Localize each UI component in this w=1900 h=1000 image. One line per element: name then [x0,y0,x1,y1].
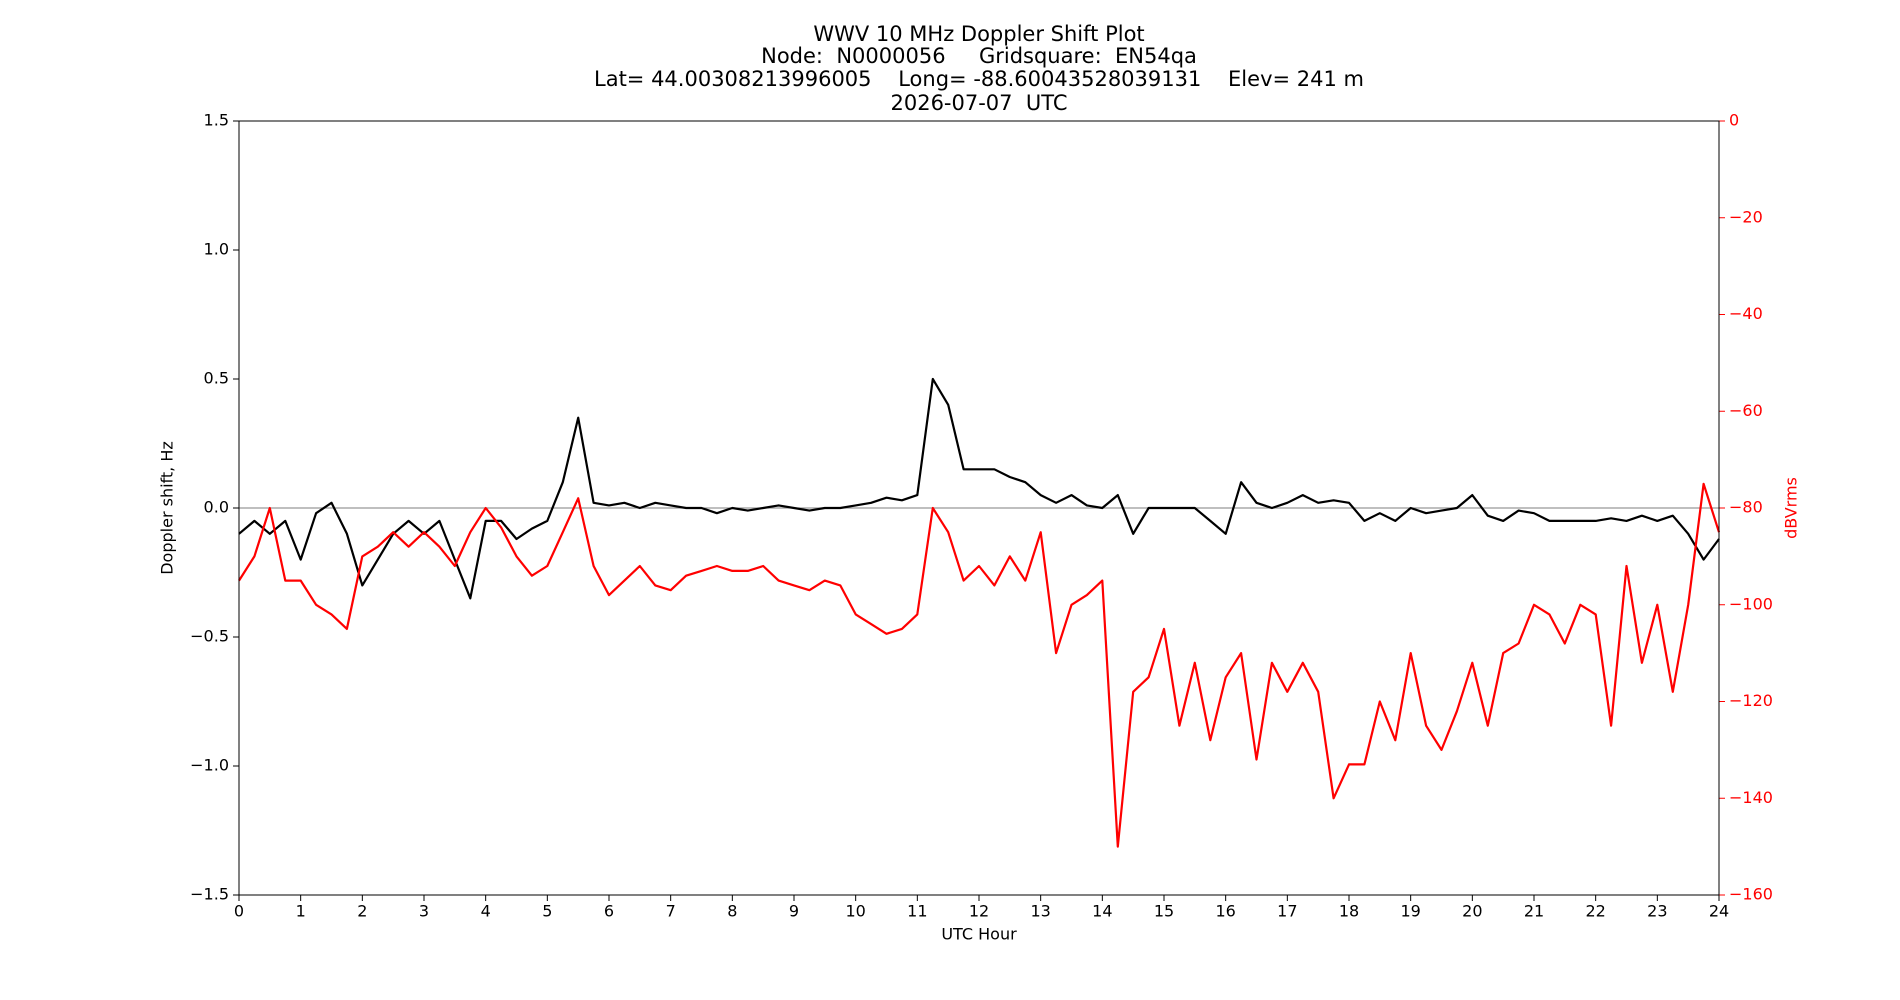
y2-tick-label: −160 [1729,885,1773,904]
y-tick-label: −0.5 [190,627,229,646]
y-tick-label: −1.0 [190,756,229,775]
x-tick-label: 16 [1215,902,1235,921]
x-tick-label: 1 [296,902,306,921]
y-tick-label: 1.0 [204,240,229,259]
x-tick-label: 4 [481,902,491,921]
y-axis-label: Doppler shift, Hz [158,441,177,575]
y2-axis-label: dBVrms [1782,477,1801,539]
x-tick-label: 14 [1092,902,1112,921]
x-tick-label: 9 [789,902,799,921]
x-tick-label: 21 [1524,902,1544,921]
y2-tick-label: −100 [1729,594,1773,613]
data-line [238,377,1720,600]
y-tick-label: 0.5 [204,369,229,388]
data-line [238,482,1721,848]
x-tick-label: 3 [419,902,429,921]
y-tick-label: 0.0 [204,498,229,517]
x-axis-label: UTC Hour [941,925,1017,944]
y2-tick-label: −80 [1729,498,1763,517]
y-tick-label: −1.5 [190,885,229,904]
x-tick-label: 0 [234,902,244,921]
x-tick-label: 19 [1400,902,1420,921]
y2-tick-label: −60 [1729,401,1763,420]
plot-frame [238,120,1720,896]
chart-subtitle: Node: N0000056 Gridsquare: EN54qa [761,44,1197,68]
x-tick-label: 24 [1709,902,1729,921]
x-tick-label: 5 [542,902,552,921]
x-tick-label: 22 [1585,902,1605,921]
x-tick-label: 6 [604,902,614,921]
x-tick-label: 13 [1030,902,1050,921]
y-tick-label: 1.5 [204,111,229,130]
y2-tick-label: −40 [1729,304,1763,323]
chart-title: WWV 10 MHz Doppler Shift Plot [813,22,1144,46]
x-tick-label: 8 [727,902,737,921]
x-tick-label: 10 [845,902,865,921]
x-tick-label: 7 [666,902,676,921]
chart-subtitle: 2026-07-07 UTC [890,91,1067,115]
x-tick-label: 11 [907,902,927,921]
x-tick-label: 12 [969,902,989,921]
y2-tick-label: 0 [1729,111,1739,130]
chart-subtitle: Lat= 44.00308213996005 Long= -88.6004352… [594,67,1364,91]
x-tick-label: 23 [1647,902,1667,921]
x-tick-label: 20 [1462,902,1482,921]
x-tick-label: 18 [1339,902,1359,921]
y2-tick-label: −120 [1729,691,1773,710]
x-tick-label: 2 [357,902,367,921]
x-tick-label: 17 [1277,902,1297,921]
x-tick-label: 15 [1154,902,1174,921]
y2-tick-label: −20 [1729,207,1763,226]
y2-tick-label: −140 [1729,788,1773,807]
